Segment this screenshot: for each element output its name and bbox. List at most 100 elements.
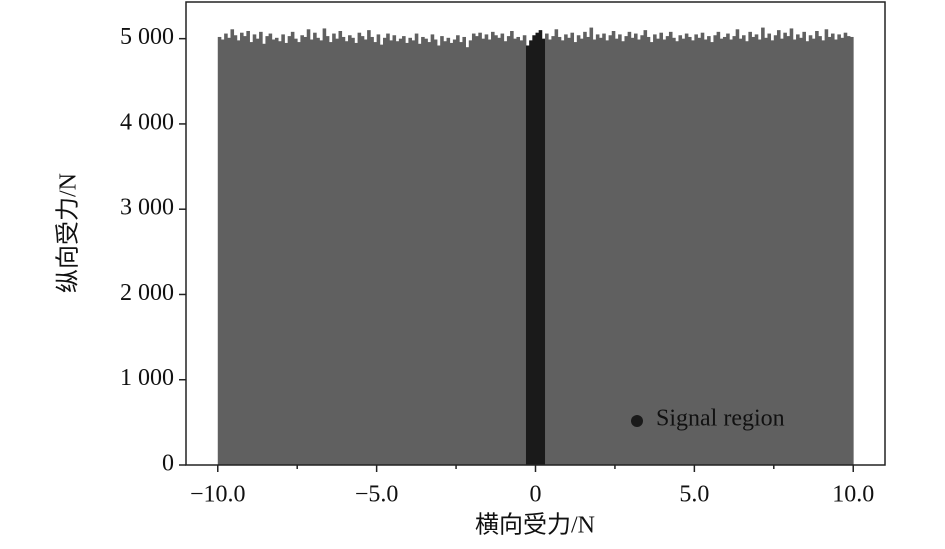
bar	[745, 41, 749, 465]
y-axis-label: 纵向受力/N	[55, 173, 82, 293]
signal-bar	[538, 30, 543, 465]
bar	[259, 31, 263, 465]
bar	[500, 33, 505, 466]
signal-bar	[529, 40, 533, 465]
bar	[328, 42, 333, 466]
bar	[748, 31, 752, 465]
bar	[440, 36, 444, 466]
bar	[309, 39, 314, 466]
bar	[433, 39, 438, 466]
bar	[379, 44, 384, 466]
bar	[589, 27, 594, 466]
bar	[481, 38, 486, 465]
bar	[443, 41, 447, 465]
bar	[360, 36, 365, 466]
bar	[351, 37, 355, 465]
bar	[719, 38, 724, 465]
bar	[217, 36, 222, 466]
bar	[373, 42, 378, 466]
bar	[621, 41, 625, 465]
y-tick-label: 2 000	[120, 280, 174, 306]
bar	[332, 33, 336, 466]
bar	[710, 42, 714, 466]
bar	[815, 30, 819, 466]
bar	[430, 34, 435, 465]
x-tick-label: 0	[530, 482, 542, 508]
bar	[224, 33, 228, 466]
bar	[624, 36, 629, 466]
bar	[341, 36, 346, 466]
bar	[503, 41, 508, 465]
bar	[389, 40, 393, 465]
bar	[227, 37, 231, 465]
bar	[484, 34, 489, 465]
bar	[716, 31, 721, 465]
bar	[576, 35, 581, 465]
bar	[764, 37, 768, 465]
bar	[408, 37, 412, 465]
bar	[637, 39, 641, 466]
y-tick-label: 4 000	[120, 109, 174, 135]
bar	[268, 33, 273, 466]
bar	[843, 32, 848, 465]
bar	[640, 35, 644, 465]
x-axis-label: 横向受力/N	[475, 512, 595, 539]
bar	[491, 31, 495, 465]
bar	[633, 33, 638, 466]
bar	[325, 36, 330, 466]
bar	[306, 29, 311, 465]
bar	[560, 40, 565, 465]
bar	[602, 33, 606, 466]
bar	[519, 40, 524, 465]
bar	[783, 32, 787, 465]
bar	[726, 33, 730, 466]
bar	[367, 30, 371, 465]
bar	[656, 38, 660, 465]
bar	[220, 39, 225, 466]
bar	[411, 40, 416, 465]
bar	[271, 39, 276, 466]
bar	[497, 37, 501, 465]
bar	[659, 32, 663, 465]
bar	[840, 37, 845, 465]
bar	[284, 42, 289, 466]
bar	[818, 36, 822, 466]
bar	[338, 30, 343, 466]
bar	[707, 36, 711, 466]
x-tick-label: 5.0	[679, 482, 709, 508]
bar	[662, 39, 667, 466]
bar	[608, 35, 613, 465]
bar	[398, 38, 403, 465]
bar	[424, 38, 428, 465]
bar	[713, 35, 718, 465]
bar	[821, 40, 826, 465]
bar	[236, 40, 241, 465]
bar	[294, 38, 298, 465]
bar	[354, 42, 358, 466]
bar	[796, 34, 800, 465]
x-tick-label: 10.0	[832, 482, 874, 508]
bar	[735, 29, 740, 465]
bar	[579, 38, 584, 465]
bar	[287, 36, 292, 466]
bar	[691, 40, 695, 465]
bar	[230, 29, 235, 465]
bar	[376, 34, 381, 465]
bar	[742, 35, 746, 465]
bar	[732, 36, 737, 466]
bar	[802, 31, 806, 465]
bar	[322, 28, 327, 466]
bar	[668, 31, 673, 465]
bar	[684, 33, 689, 466]
bar	[697, 37, 702, 465]
bar	[557, 36, 562, 466]
bar	[471, 33, 476, 466]
bar	[252, 34, 257, 465]
bar	[786, 36, 791, 466]
bar	[646, 36, 651, 466]
bar	[255, 38, 260, 465]
bar	[427, 42, 432, 466]
bar	[506, 36, 511, 466]
bar	[770, 40, 775, 465]
bar	[757, 39, 762, 466]
